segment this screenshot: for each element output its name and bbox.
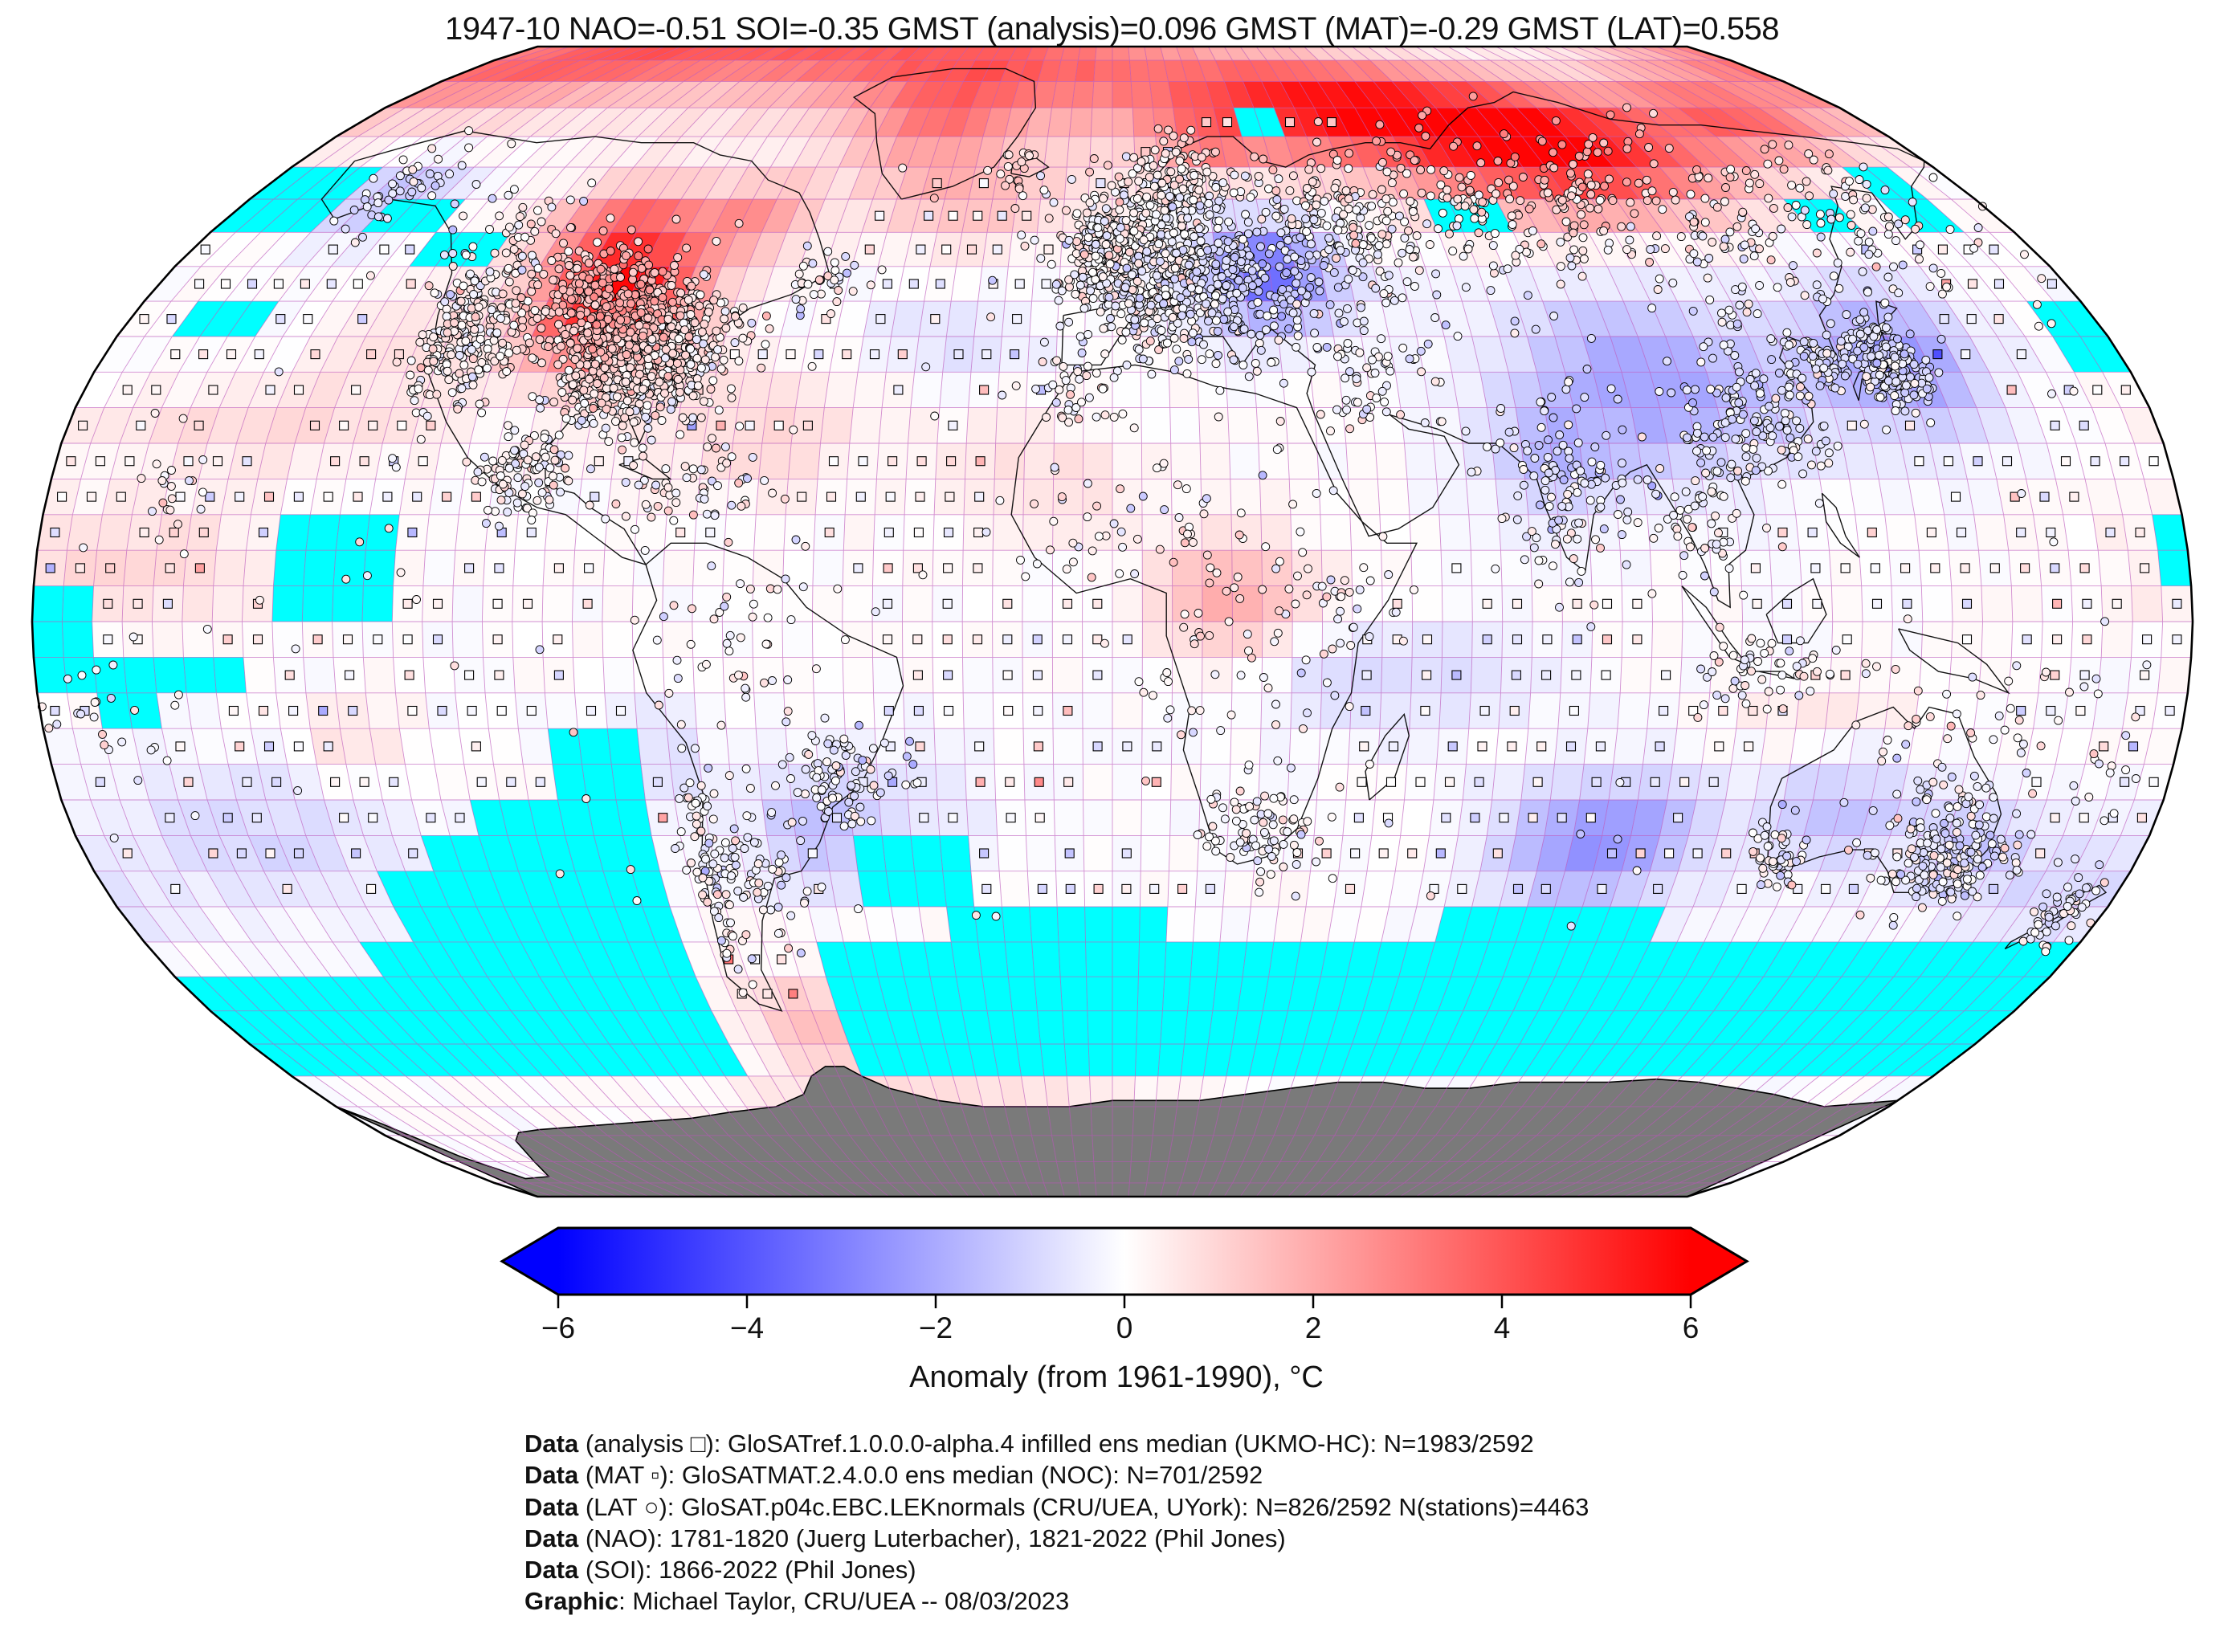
colorbar — [500, 1226, 1749, 1308]
mat-square-markers — [45, 117, 2182, 999]
colorbar-tick-label: 2 — [1304, 1311, 1322, 1344]
graticule — [31, 46, 2193, 1197]
colorbar-tick-label: −2 — [918, 1311, 953, 1344]
colorbar-tick-label: 4 — [1493, 1311, 1511, 1344]
caption-block: Data (analysis □): GloSATref.1.0.0.0-alp… — [524, 1428, 1589, 1617]
figure-title: 1947-10 NAO=-0.51 SOI=-0.35 GMST (analys… — [444, 11, 1780, 47]
station-circle-markers — [37, 92, 2152, 997]
colorbar-tick-label: −4 — [729, 1311, 765, 1344]
caption-line-mat: Data (MAT ▫): GloSATMAT.2.4.0.0 ens medi… — [524, 1461, 1263, 1490]
caption-line-soi: Data (SOI): 1866-2022 (Phil Jones) — [524, 1556, 916, 1585]
world-anomaly-map — [31, 45, 2194, 1198]
caption-line-analysis: Data (analysis □): GloSATref.1.0.0.0-alp… — [524, 1430, 1534, 1458]
colorbar-tick-label: −6 — [541, 1311, 576, 1344]
colorbar-tick-marks — [557, 1295, 1692, 1308]
colorbar-tick-label: 0 — [1116, 1311, 1133, 1344]
colorbar-gradient-bar — [500, 1226, 1749, 1296]
caption-line-graphic: Graphic: Michael Taylor, CRU/UEA -- 08/0… — [524, 1587, 1070, 1616]
colorbar-tick-label: 6 — [1682, 1311, 1700, 1344]
caption-line-nao: Data (NAO): 1781-1820 (Juerg Luterbacher… — [524, 1524, 1286, 1552]
projection-outline — [31, 45, 2194, 1198]
colorbar-axis-label: Anomaly (from 1961-1990), °C — [909, 1360, 1324, 1394]
caption-line-lat: Data (LAT ○): GloSAT.p04c.EBC.LEKnormals… — [524, 1492, 1589, 1521]
